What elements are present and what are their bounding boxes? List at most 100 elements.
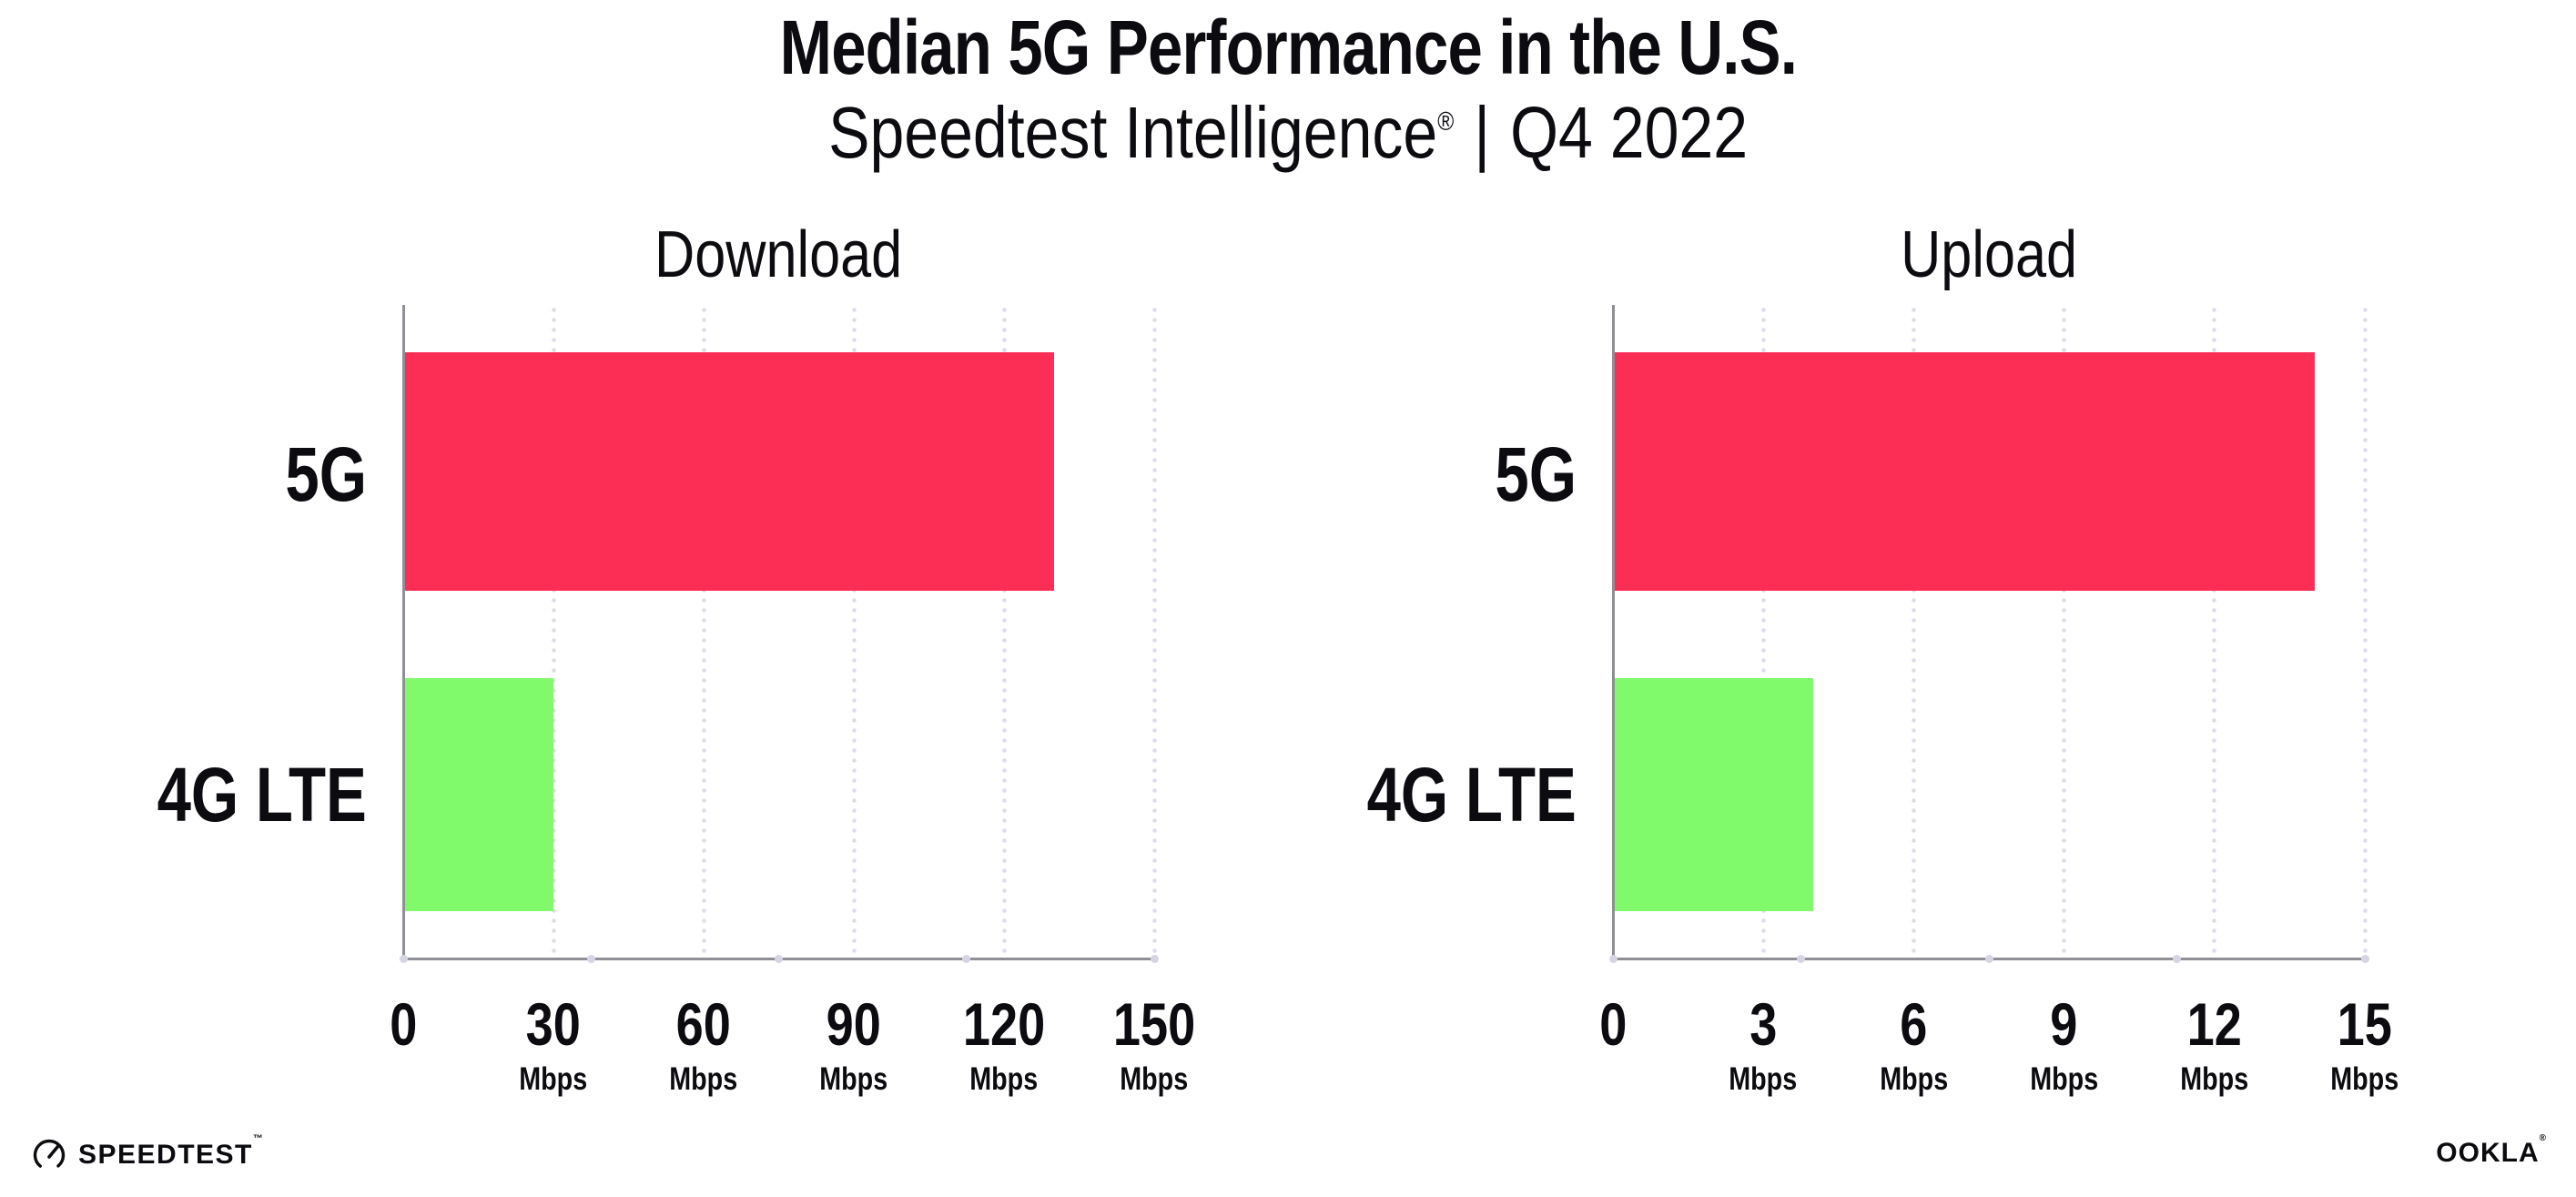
speedtest-logo: SPEEDTEST™	[30, 1134, 264, 1176]
x-tick-value-text: 3	[1749, 990, 1778, 1058]
ookla-logo-text: OOKLA	[2436, 1138, 2540, 1168]
x-tick-120: 120 Mbps	[913, 994, 1095, 1095]
x-tick-unit-text: Mbps	[1729, 1061, 1798, 1097]
x-tick-6: 6 Mbps	[1822, 994, 2004, 1095]
x-tick-value-text: 90	[826, 990, 882, 1058]
axis-quarter-dot-0	[399, 954, 408, 963]
axis-quarter-dot-2	[775, 954, 783, 963]
axis-quarter-dot-3	[2173, 954, 2181, 963]
chart-title-text: Download	[654, 218, 903, 291]
registered-icon: ®	[2539, 1133, 2547, 1143]
x-tick-value-text: 12	[2186, 990, 2242, 1058]
x-tick-value-text: 60	[675, 990, 732, 1058]
x-tick-value-text: 0	[389, 990, 418, 1058]
x-tick-value-text: 150	[1112, 990, 1196, 1058]
gridline-30	[551, 305, 556, 959]
chart-title-download: Download	[403, 222, 1154, 288]
x-tick-unit: Mbps	[763, 1063, 945, 1095]
x-tick-unit-text: Mbps	[1120, 1061, 1189, 1097]
axis-quarter-dot-1	[1797, 954, 1805, 963]
bar-4g-lte	[1615, 678, 1814, 911]
speedtest-gauge-icon	[33, 1139, 66, 1172]
x-tick-value-text: 0	[1598, 990, 1628, 1058]
y-axis-line	[401, 305, 405, 959]
gridline-6	[1911, 305, 1916, 959]
x-tick-value: 150	[1063, 994, 1245, 1054]
x-tick-value: 120	[913, 994, 1095, 1054]
gridline-9	[2062, 305, 2067, 959]
bar-5g	[1615, 352, 2315, 591]
subtitle-brand: Speedtest Intelligence	[828, 92, 1438, 173]
chart-title-upload: Upload	[1613, 222, 2365, 288]
x-tick-unit: Mbps	[1822, 1063, 2004, 1095]
gridline-12	[2212, 305, 2217, 959]
x-tick-3: 3 Mbps	[1672, 994, 1854, 1095]
gridline-15	[2362, 305, 2368, 959]
x-tick-value-text: 6	[1900, 990, 1928, 1058]
x-tick-15: 15 Mbps	[2274, 994, 2456, 1095]
x-tick-unit-text: Mbps	[969, 1061, 1039, 1097]
x-tick-30: 30 Mbps	[462, 994, 644, 1095]
chart-title-text: Upload	[1901, 218, 2077, 291]
x-tick-0: 0	[312, 994, 494, 1054]
x-tick-unit-text: Mbps	[819, 1061, 888, 1097]
axis-quarter-dot-4	[2360, 954, 2369, 963]
row-label-text: 4G LTE	[157, 752, 367, 837]
x-tick-value: 90	[763, 994, 945, 1054]
subtitle-separator: |	[1474, 92, 1490, 173]
axis-quarter-dot-1	[586, 954, 595, 963]
speedtest-logo-text: SPEEDTEST™	[78, 1133, 265, 1170]
x-tick-value: 60	[613, 994, 795, 1054]
x-tick-value-text: 15	[2337, 990, 2393, 1058]
ookla-logo: OOKLA®	[2436, 1134, 2547, 1168]
gridline-120	[1001, 305, 1007, 959]
x-tick-value-text: 30	[525, 990, 582, 1058]
axis-quarter-dot-2	[1984, 954, 1993, 963]
y-axis-line	[1611, 305, 1615, 959]
bar-4g-lte	[405, 678, 553, 911]
gridline-3	[1760, 305, 1766, 959]
x-tick-150: 150 Mbps	[1063, 994, 1245, 1095]
page-subtitle-text: Speedtest Intelligence® | Q4 2022	[828, 93, 1748, 173]
x-tick-value: 9	[1973, 994, 2155, 1054]
x-tick-unit-text: Mbps	[669, 1061, 738, 1097]
x-tick-0: 0	[1522, 994, 1704, 1054]
x-tick-value: 3	[1672, 994, 1854, 1054]
x-tick-9: 9 Mbps	[1973, 994, 2155, 1095]
gridline-90	[851, 305, 857, 959]
x-tick-value: 6	[1822, 994, 2004, 1054]
row-label-text: 5G	[285, 431, 367, 517]
page-title-text: Median 5G Performance in the U.S.	[779, 5, 1797, 90]
row-label-5g: 5G	[0, 429, 367, 520]
x-tick-unit: Mbps	[1973, 1063, 2155, 1095]
row-label-4g-lte: 4G LTE	[1185, 749, 1577, 840]
x-tick-unit-text: Mbps	[2030, 1061, 2099, 1097]
x-tick-value: 12	[2124, 994, 2306, 1054]
x-tick-unit: Mbps	[1063, 1063, 1245, 1095]
trademark-icon: ™	[252, 1133, 265, 1144]
x-tick-unit: Mbps	[462, 1063, 644, 1095]
x-tick-unit: Mbps	[2124, 1063, 2306, 1095]
row-label-text: 5G	[1495, 431, 1577, 517]
bar-5g	[405, 352, 1054, 591]
x-tick-unit-text: Mbps	[1879, 1061, 1948, 1097]
x-tick-value: 15	[2274, 994, 2456, 1054]
x-tick-unit-text: Mbps	[2330, 1061, 2399, 1097]
registered-trademark-icon: ®	[1437, 107, 1455, 137]
x-tick-unit-text: Mbps	[519, 1061, 588, 1097]
x-tick-value-text: 120	[962, 990, 1046, 1058]
x-tick-60: 60 Mbps	[613, 994, 795, 1095]
subtitle-period: Q4 2022	[1510, 92, 1748, 173]
axis-quarter-dot-0	[1608, 954, 1618, 963]
x-tick-value-text: 9	[2050, 990, 2078, 1058]
axis-quarter-dot-4	[1150, 954, 1159, 963]
x-tick-unit: Mbps	[613, 1063, 795, 1095]
row-label-text: 4G LTE	[1366, 752, 1577, 837]
x-tick-unit-text: Mbps	[2180, 1061, 2249, 1097]
x-tick-unit: Mbps	[1672, 1063, 1854, 1095]
x-tick-value: 0	[312, 994, 494, 1054]
x-tick-unit: Mbps	[913, 1063, 1095, 1095]
x-tick-12: 12 Mbps	[2124, 994, 2306, 1095]
gridline-150	[1151, 305, 1157, 959]
